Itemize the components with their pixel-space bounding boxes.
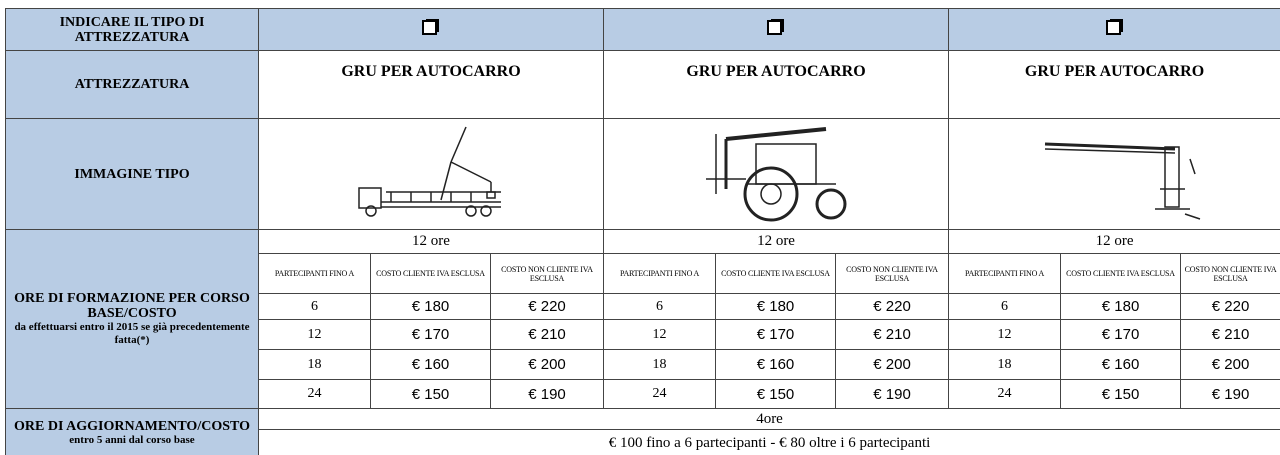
row-label: ORE DI FORMAZIONE PER CORSO BASE/COSTO da… [5, 229, 259, 409]
row-label: ATTREZZATURA [5, 50, 259, 119]
table-row: 24 € 150 € 190 24 € 150 € 190 24 € 150 € 190 [6, 379, 1280, 409]
column-header: PARTECIPANTI FINO A [948, 253, 1062, 294]
truck-crane-image [358, 126, 501, 217]
participants: 12 [258, 319, 371, 350]
training-hours: 12 ore [948, 229, 1280, 254]
tractor-crane-image [706, 127, 847, 222]
participants: 18 [948, 349, 1062, 380]
row-label: INDICARE IL TIPO DI ATTREZZATURA [5, 8, 259, 51]
cost: € 210 [489, 319, 605, 350]
equipment-image [603, 118, 950, 230]
boom-crane-image [1044, 142, 1200, 220]
training-hours: 12 ore [257, 229, 605, 254]
participants: 24 [948, 379, 1062, 409]
cost: € 150 [1060, 379, 1182, 409]
label-text: ORE DI AGGIORNAMENTO/COSTO [14, 418, 250, 434]
cost: € 180 [1060, 293, 1182, 320]
update-hours: 4ore [257, 408, 1280, 430]
cost: € 150 [370, 379, 491, 409]
table-row: PARTECIPANTI FINO A COSTO CLIENTE IVA ESC… [6, 253, 1280, 294]
cost: € 180 [715, 293, 837, 320]
label-text: ORE DI FORMAZIONE PER CORSO BASE/COSTO [14, 291, 250, 321]
checkbox-cell [948, 8, 1280, 51]
cost: € 170 [715, 319, 837, 350]
table-row: IMMAGINE TIPO [5, 118, 1280, 230]
cost: € 190 [1180, 379, 1280, 409]
participants: 24 [258, 379, 371, 409]
participants: 18 [258, 349, 371, 380]
cost: € 190 [489, 379, 605, 409]
checkbox-cell [257, 8, 605, 51]
training-hours: 12 ore [603, 229, 950, 254]
column-header: COSTO CLIENTE IVA ESCLUSA [715, 253, 837, 294]
equipment-name: GRU PER AUTOCARRO [603, 50, 950, 119]
label-note: entro 5 anni dal corso base [69, 433, 195, 446]
participants: 12 [603, 319, 717, 350]
cost: € 200 [489, 349, 605, 380]
table-row: ORE DI FORMAZIONE PER CORSO BASE/COSTO da… [5, 229, 1280, 409]
cost: € 200 [1180, 349, 1280, 380]
equipment-name: GRU PER AUTOCARRO [948, 50, 1280, 119]
cost: € 180 [370, 293, 491, 320]
column-header: COSTO NON CLIENTE IVA ESCLUSA [1180, 253, 1280, 294]
equipment-name: GRU PER AUTOCARRO [257, 50, 605, 119]
cost: € 220 [489, 293, 605, 320]
column-header: COSTO NON CLIENTE IVA ESCLUSA [489, 253, 605, 294]
cost: € 160 [370, 349, 491, 380]
label-text: IMMAGINE TIPO [74, 166, 190, 182]
equipment-image [257, 118, 605, 230]
column-header: PARTECIPANTI FINO A [258, 253, 371, 294]
update-price: € 100 fino a 6 partecipanti - € 80 oltre… [257, 429, 1280, 455]
cost: € 220 [1180, 293, 1280, 320]
column-header: COSTO CLIENTE IVA ESCLUSA [1060, 253, 1182, 294]
column-header: COSTO NON CLIENTE IVA ESCLUSA [835, 253, 950, 294]
table-row: 12 € 170 € 210 12 € 170 € 210 12 € 170 € 210 [6, 319, 1280, 350]
cost: € 190 [835, 379, 950, 409]
table-row: € 100 fino a 6 partecipanti - € 80 oltre… [6, 429, 1280, 455]
cost: € 220 [835, 293, 950, 320]
participants: 18 [603, 349, 717, 380]
table-row: ATTREZZATURA GRU PER AUTOCARRO GRU PER AUT… [5, 50, 1280, 119]
equipment-image [948, 118, 1280, 230]
participants: 24 [603, 379, 717, 409]
checkbox-icon [422, 19, 439, 35]
checkbox-cell [603, 8, 950, 51]
cost: € 200 [835, 349, 950, 380]
label-note: da effettuarsi entro il 2015 se già prec… [14, 321, 250, 346]
row-label: IMMAGINE TIPO [5, 118, 259, 230]
table-row: INDICARE IL TIPO DI ATTREZZATURA [5, 8, 1280, 51]
cost: € 160 [715, 349, 837, 380]
label-text: INDICARE IL TIPO DI ATTREZZATURA [59, 14, 205, 45]
cost: € 210 [835, 319, 950, 350]
cost: € 170 [1060, 319, 1182, 350]
cost: € 150 [715, 379, 837, 409]
table-row: ORE DI AGGIORNAMENTO/COSTO entro 5 anni d… [5, 408, 1280, 455]
cost: € 210 [1180, 319, 1280, 350]
table-row: 6 € 180 € 220 6 € 180 € 220 6 € 180 € 220 [6, 293, 1280, 320]
row-label: ORE DI AGGIORNAMENTO/COSTO entro 5 anni d… [5, 408, 259, 455]
column-header: PARTECIPANTI FINO A [603, 253, 717, 294]
column-header: COSTO CLIENTE IVA ESCLUSA [370, 253, 491, 294]
cost: € 160 [1060, 349, 1182, 380]
checkbox-icon [767, 19, 785, 35]
checkbox-icon [1105, 19, 1123, 35]
participants: 6 [603, 293, 717, 320]
cost: € 170 [370, 319, 491, 350]
participants: 6 [258, 293, 371, 320]
price-table: INDICARE IL TIPO DI ATTREZZATURA ATTREZZA… [5, 8, 1280, 455]
label-text: ATTREZZATURA [74, 77, 190, 92]
participants: 6 [948, 293, 1062, 320]
participants: 12 [948, 319, 1062, 350]
